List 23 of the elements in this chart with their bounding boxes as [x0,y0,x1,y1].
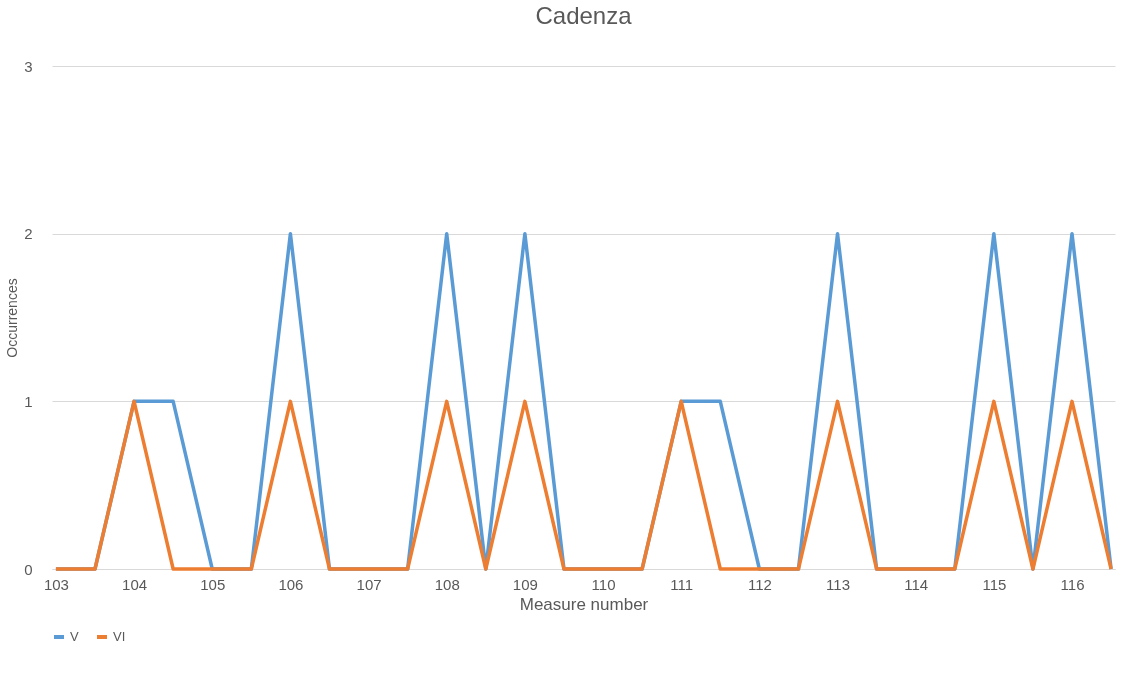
x-tick-label: 103 [43,575,69,593]
x-tick-label: 116 [1060,575,1085,593]
y-tick-label: 0 [24,560,33,578]
legend-label: VI [113,629,126,644]
x-tick-label: 106 [278,575,304,593]
x-tick-label: 107 [356,575,382,593]
x-tick-label: 110 [591,575,616,593]
x-tick-label: 108 [434,575,460,593]
x-tick-label: 112 [747,575,772,593]
y-axis-title: Occurrences [4,278,21,358]
x-tick-label: 104 [122,575,148,593]
x-tick-label: 105 [200,575,226,593]
x-tick-label: 111 [670,575,694,593]
y-tick-label: 3 [24,57,33,75]
y-tick-label: 2 [24,225,33,243]
legend-label: V [70,629,79,644]
x-axis-title: Measure number [519,594,649,614]
x-tick-label: 114 [904,575,929,593]
x-tick-label: 109 [512,575,538,593]
x-tick-label: 113 [826,575,850,593]
y-tick-label: 1 [24,392,33,410]
x-tick-label: 115 [982,575,1007,593]
chart-title: Cadenza [535,2,633,29]
